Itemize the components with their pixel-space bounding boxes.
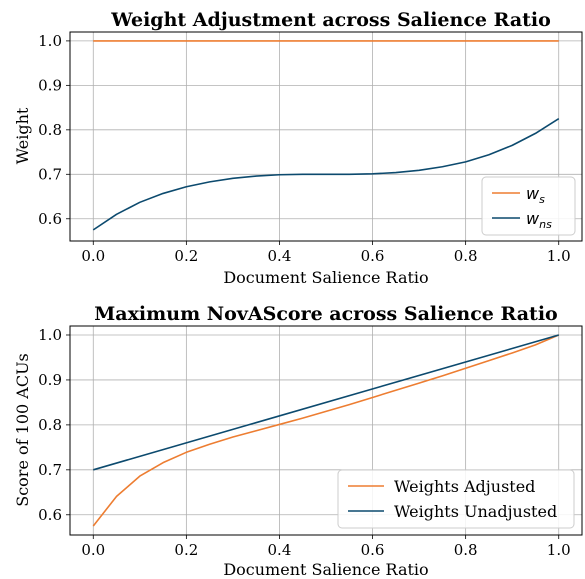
x-tick-label: 0.6 xyxy=(361,247,385,265)
chart-2-legend-box xyxy=(337,469,575,529)
y-tick-label: 0.6 xyxy=(38,210,62,228)
chart-2: Maximum NovAScore across Salience Ratio … xyxy=(13,303,583,579)
chart-2-lines xyxy=(92,334,560,527)
x-tick-label: 1.0 xyxy=(547,541,571,559)
x-tick-label: 0.0 xyxy=(81,541,105,559)
series-line-w-ns xyxy=(92,118,560,231)
chart-1-ylabel: Weight xyxy=(13,107,32,164)
y-tick-label: 1.0 xyxy=(38,326,62,344)
chart-2-legend: Weights Adjusted Weights Unadjusted xyxy=(337,469,575,529)
chart-2-frame xyxy=(69,325,583,536)
x-tick-label: 1.0 xyxy=(547,247,571,265)
y-tick-label: 1.0 xyxy=(38,32,62,50)
series-line-weights-unadjusted xyxy=(93,334,559,471)
y-tick-label: 0.6 xyxy=(38,506,62,524)
x-tick-label: 0.6 xyxy=(361,541,385,559)
x-tick-label: 0.8 xyxy=(454,247,478,265)
chart-1-frame xyxy=(69,31,583,242)
series-line-weights-adjusted xyxy=(92,334,560,527)
chart-1-ticks: 0.0 0.2 0.4 0.6 0.8 1.0 0.6 0.7 0.8 0.9 1.0 xyxy=(38,32,571,265)
chart-1: Weight Adjustment across Salience Ratio … xyxy=(13,9,583,287)
legend-label-ws: ws xyxy=(526,184,545,206)
y-tick-label: 0.7 xyxy=(38,461,62,479)
chart-1-xlabel: Document Salience Ratio xyxy=(223,268,428,287)
chart-2-ticks: 0.0 0.2 0.4 0.6 0.8 1.0 0.6 0.7 0.8 0.9 1.0 xyxy=(38,326,571,559)
x-tick-label: 0.4 xyxy=(268,247,292,265)
y-tick-label: 0.8 xyxy=(38,416,62,434)
chart-1-title: Weight Adjustment across Salience Ratio xyxy=(110,9,551,31)
legend-label-wns: wns xyxy=(526,209,552,231)
legend-label-adjusted: Weights Adjusted xyxy=(394,477,535,496)
chart-1-legend: ws wns xyxy=(481,176,576,236)
legend-label-unadjusted: Weights Unadjusted xyxy=(394,502,557,521)
x-tick-label: 0.2 xyxy=(174,247,198,265)
chart-2-xlabel: Document Salience Ratio xyxy=(223,560,428,579)
y-tick-label: 0.9 xyxy=(38,76,62,94)
x-tick-label: 0.2 xyxy=(174,541,198,559)
x-tick-label: 0.0 xyxy=(81,247,105,265)
y-tick-label: 0.7 xyxy=(38,165,62,183)
chart-1-lines xyxy=(92,40,560,231)
y-tick-label: 0.9 xyxy=(38,371,62,389)
chart-2-title: Maximum NovAScore across Salience Ratio xyxy=(94,303,557,325)
chart-2-ylabel: Score of 100 ACUs xyxy=(13,353,32,507)
x-tick-label: 0.8 xyxy=(454,541,478,559)
x-tick-label: 0.4 xyxy=(268,541,292,559)
y-tick-label: 0.8 xyxy=(38,121,62,139)
chart-1-legend-box xyxy=(481,176,576,236)
